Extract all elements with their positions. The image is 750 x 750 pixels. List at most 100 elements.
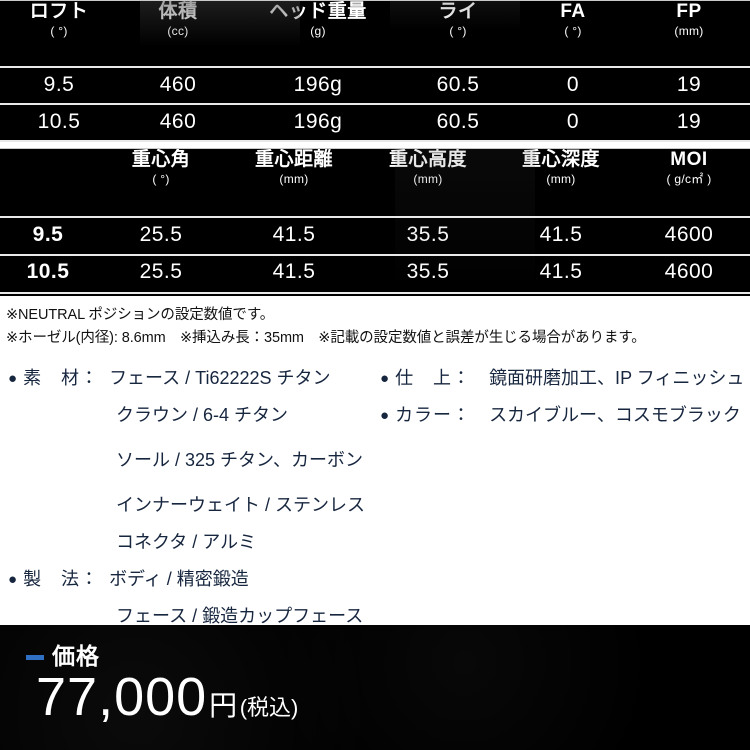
table-header-rule <box>0 66 750 68</box>
column-header-title: 重心角 <box>131 149 191 170</box>
column-header-title: ライ <box>438 1 478 22</box>
cell-cg-depth: 41.5 <box>539 259 583 283</box>
spec-table-2: 重心角 ( °) 重心距離 (mm) 重心高度 (mm) 重心深度 (mm) <box>0 148 750 290</box>
column-header-title: FP <box>676 1 702 22</box>
cell-fa: 0 <box>566 72 580 96</box>
table-row: 10.5 25.5 41.5 35.5 41.5 4600 <box>0 253 750 290</box>
note-line: ※ホーゼル(内径): 8.6mm ※挿込み長：35mm ※記載の設定数値と誤差が… <box>6 330 646 346</box>
spec-table-1-block: ロフト ( °) 体積 (cc) ヘッド重量 (g) ライ ( °) <box>0 0 750 142</box>
column-header-unit: ( g/c㎡ ) <box>666 172 712 186</box>
material-label: 素 材： <box>23 368 100 388</box>
column-header-unit: (g) <box>310 24 326 38</box>
cell-loft: 9.5 <box>43 72 75 96</box>
column-header-fa: FA ( °) <box>518 0 628 66</box>
cell-volume: 460 <box>159 72 197 96</box>
method-value: ボディ / 精密鍛造 <box>109 569 249 589</box>
cell-fp: 19 <box>676 109 702 133</box>
note-line: ※NEUTRAL ポジションの設定数値です。 <box>6 307 275 323</box>
cell-lie: 60.5 <box>436 109 480 133</box>
column-header-unit: (mm) <box>279 172 309 186</box>
method-label: 製 法： <box>23 569 100 589</box>
cell-loft: 10.5 <box>26 259 70 283</box>
cell-head-weight: 196g <box>293 72 343 96</box>
table-top-rule <box>0 0 750 1</box>
finish-row: ● 仕 上： 鏡面研磨加工、IP フィニッシュ <box>380 360 750 397</box>
column-header-title: ヘッド重量 <box>269 1 367 22</box>
materials-left-column: ● 素 材： フェース / Ti62222S チタン クラウン / 6-4 チタ… <box>8 360 388 635</box>
cell-cg-height: 35.5 <box>406 259 450 283</box>
cell-cg-angle: 25.5 <box>139 259 183 283</box>
column-header-moi: MOI ( g/c㎡ ) <box>628 148 750 216</box>
method-value: フェース / 鍛造カップフェース <box>116 606 364 626</box>
column-header-title: ロフト <box>29 1 89 22</box>
method-row: ● 製 法： ボディ / 精密鍛造 <box>8 561 388 598</box>
column-header-cg-distance: 重心距離 (mm) <box>226 148 362 216</box>
bullet-icon: ● <box>380 407 390 424</box>
material-value: コネクタ / アルミ <box>116 532 257 552</box>
column-header-volume: 体積 (cc) <box>118 0 238 66</box>
price-label: 価格 <box>52 643 100 669</box>
column-header-title: FA <box>560 1 586 22</box>
column-header-unit: ( °) <box>50 24 68 38</box>
price-currency: 円 <box>209 690 238 721</box>
finish-label: 仕 上： <box>395 368 472 388</box>
table-header-row: 重心角 ( °) 重心距離 (mm) 重心高度 (mm) 重心深度 (mm) <box>0 148 750 216</box>
column-header-title: 重心深度 <box>521 149 600 170</box>
bullet-icon: ● <box>8 571 18 588</box>
column-header-title: MOI <box>670 149 708 170</box>
column-header-title: 重心距離 <box>254 149 333 170</box>
table-row: 9.5 460 196g 60.5 0 19 <box>0 66 750 103</box>
table-row: 10.5 460 196g 60.5 0 19 <box>0 103 750 140</box>
table-top-rule <box>0 148 750 149</box>
column-header-unit: ( °) <box>564 24 582 38</box>
accent-dash-icon <box>26 654 44 660</box>
cell-head-weight: 196g <box>293 109 343 133</box>
material-row: ● 素 材： フェース / Ti62222S チタン <box>8 360 388 397</box>
table-header-rule <box>0 216 750 218</box>
color-label: カラー： <box>395 405 472 425</box>
cell-moi: 4600 <box>664 222 714 246</box>
column-header-cg-height: 重心高度 (mm) <box>362 148 494 216</box>
color-row: ● カラー： スカイブルー、コスモブラック <box>380 397 750 434</box>
price-label-row: 価格 <box>26 643 100 669</box>
material-value: クラウン / 6-4 チタン <box>116 405 289 425</box>
column-header-title: 重心高度 <box>388 149 467 170</box>
price-tax-note: (税込) <box>239 695 299 720</box>
table-bottom-rule <box>0 140 750 142</box>
cell-cg-depth: 41.5 <box>539 222 583 246</box>
cell-volume: 460 <box>159 109 197 133</box>
cell-loft: 9.5 <box>32 222 64 246</box>
finish-value: 鏡面研磨加工、IP フィニッシュ <box>489 368 745 388</box>
table-separator <box>0 142 750 148</box>
column-header-unit: (mm) <box>413 172 443 186</box>
column-header-unit: (mm) <box>674 24 704 38</box>
table-bottom-rule <box>0 292 750 294</box>
bullet-icon: ● <box>8 370 18 387</box>
cell-moi: 4600 <box>664 259 714 283</box>
cell-cg-angle: 25.5 <box>139 222 183 246</box>
column-header-title: 体積 <box>158 1 198 22</box>
table-row-rule <box>0 103 750 105</box>
column-header-loft: ロフト ( °) <box>0 0 118 66</box>
column-header-unit: (cc) <box>167 24 189 38</box>
cell-fa: 0 <box>566 109 580 133</box>
notes-section: ※NEUTRAL ポジションの設定数値です。 ※ホーゼル(内径): 8.6mm … <box>0 296 750 350</box>
cell-cg-distance: 41.5 <box>272 259 316 283</box>
price-band: 価格 77,000 円 (税込) <box>0 625 750 750</box>
bullet-icon: ● <box>380 370 390 387</box>
column-header-cg-depth: 重心深度 (mm) <box>494 148 628 216</box>
table-row: 9.5 25.5 41.5 35.5 41.5 4600 <box>0 216 750 253</box>
table-header-row: ロフト ( °) 体積 (cc) ヘッド重量 (g) ライ ( °) <box>0 0 750 66</box>
column-header-unit: ( °) <box>152 172 170 186</box>
cell-lie: 60.5 <box>436 72 480 96</box>
price-amount-row: 77,000 円 (税込) <box>36 669 298 725</box>
column-header-fp: FP (mm) <box>628 0 750 66</box>
column-header-lie: ライ ( °) <box>398 0 518 66</box>
column-header-blank <box>0 148 96 216</box>
table-row-rule <box>0 254 750 256</box>
spec-table-2-block: 重心角 ( °) 重心距離 (mm) 重心高度 (mm) 重心深度 (mm) <box>0 148 750 296</box>
material-value: インナーウェイト / ステンレス <box>116 495 366 515</box>
spec-table-1: ロフト ( °) 体積 (cc) ヘッド重量 (g) ライ ( °) <box>0 0 750 140</box>
material-value: フェース / Ti62222S チタン <box>109 368 331 388</box>
